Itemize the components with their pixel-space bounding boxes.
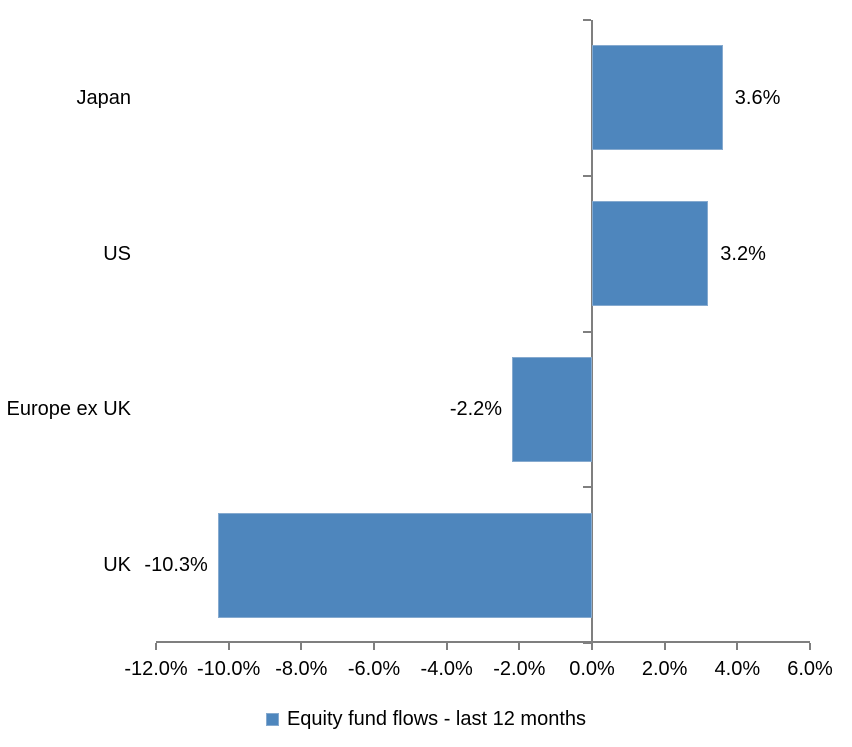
plot-area: -12.0% -10.0% -8.0% -6.0% -4.0% -2.0% 0.0% 2.0%… (124, 19, 833, 680)
y-axis-tick (583, 642, 591, 644)
y-axis-tick (583, 19, 591, 21)
value-label: 3.2% (720, 242, 766, 265)
y-axis-tick (583, 331, 591, 333)
x-tick-label: -2.0% (493, 658, 546, 680)
x-axis-tick (809, 643, 811, 650)
x-axis-line (156, 641, 810, 643)
x-tick-label: 0.0% (569, 658, 615, 680)
value-label: -2.2% (449, 398, 503, 421)
legend-swatch-icon (265, 712, 279, 726)
x-axis-tick (663, 643, 666, 650)
x-tick-label: 2.0% (641, 658, 688, 680)
y-axis-tick (583, 486, 591, 488)
x-axis-tick (445, 643, 448, 650)
bar (217, 512, 592, 618)
x-tick-label: -12.0% (124, 658, 188, 680)
y-axis-line (591, 20, 593, 643)
category-label: Japan (76, 86, 132, 109)
bar (592, 201, 709, 307)
x-axis-tick (591, 643, 593, 650)
legend-label: Equity fund flows - last 12 months (286, 707, 587, 730)
x-axis-tick (300, 643, 303, 650)
x-tick-label: -4.0% (420, 658, 473, 680)
x-tick-label: 4.0% (714, 658, 761, 680)
value-label: -10.3% (144, 554, 208, 577)
x-axis-tick (518, 643, 521, 650)
x-axis-tick (227, 643, 230, 650)
x-axis-tick (155, 643, 157, 650)
category-label: US (103, 242, 131, 265)
value-label: 3.6% (734, 86, 781, 109)
bar (512, 356, 592, 462)
x-tick-label: -8.0% (275, 658, 328, 680)
category-label: Europe ex UK (6, 398, 131, 421)
legend: Equity fund flows - last 12 months (0, 706, 852, 732)
x-axis-tick (736, 643, 739, 650)
x-tick-label: -10.0% (196, 658, 261, 680)
x-axis-tick (373, 643, 375, 650)
category-label: UK (103, 554, 131, 577)
x-tick-label: 6.0% (787, 658, 833, 680)
x-tick-label: -6.0% (347, 658, 401, 680)
bar (592, 45, 723, 151)
y-axis-tick (583, 175, 591, 177)
